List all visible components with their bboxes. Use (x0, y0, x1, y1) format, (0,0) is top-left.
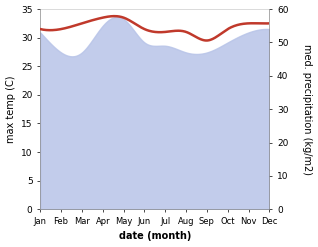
Y-axis label: max temp (C): max temp (C) (5, 75, 16, 143)
Y-axis label: med. precipitation (kg/m2): med. precipitation (kg/m2) (302, 44, 313, 175)
X-axis label: date (month): date (month) (119, 231, 191, 242)
